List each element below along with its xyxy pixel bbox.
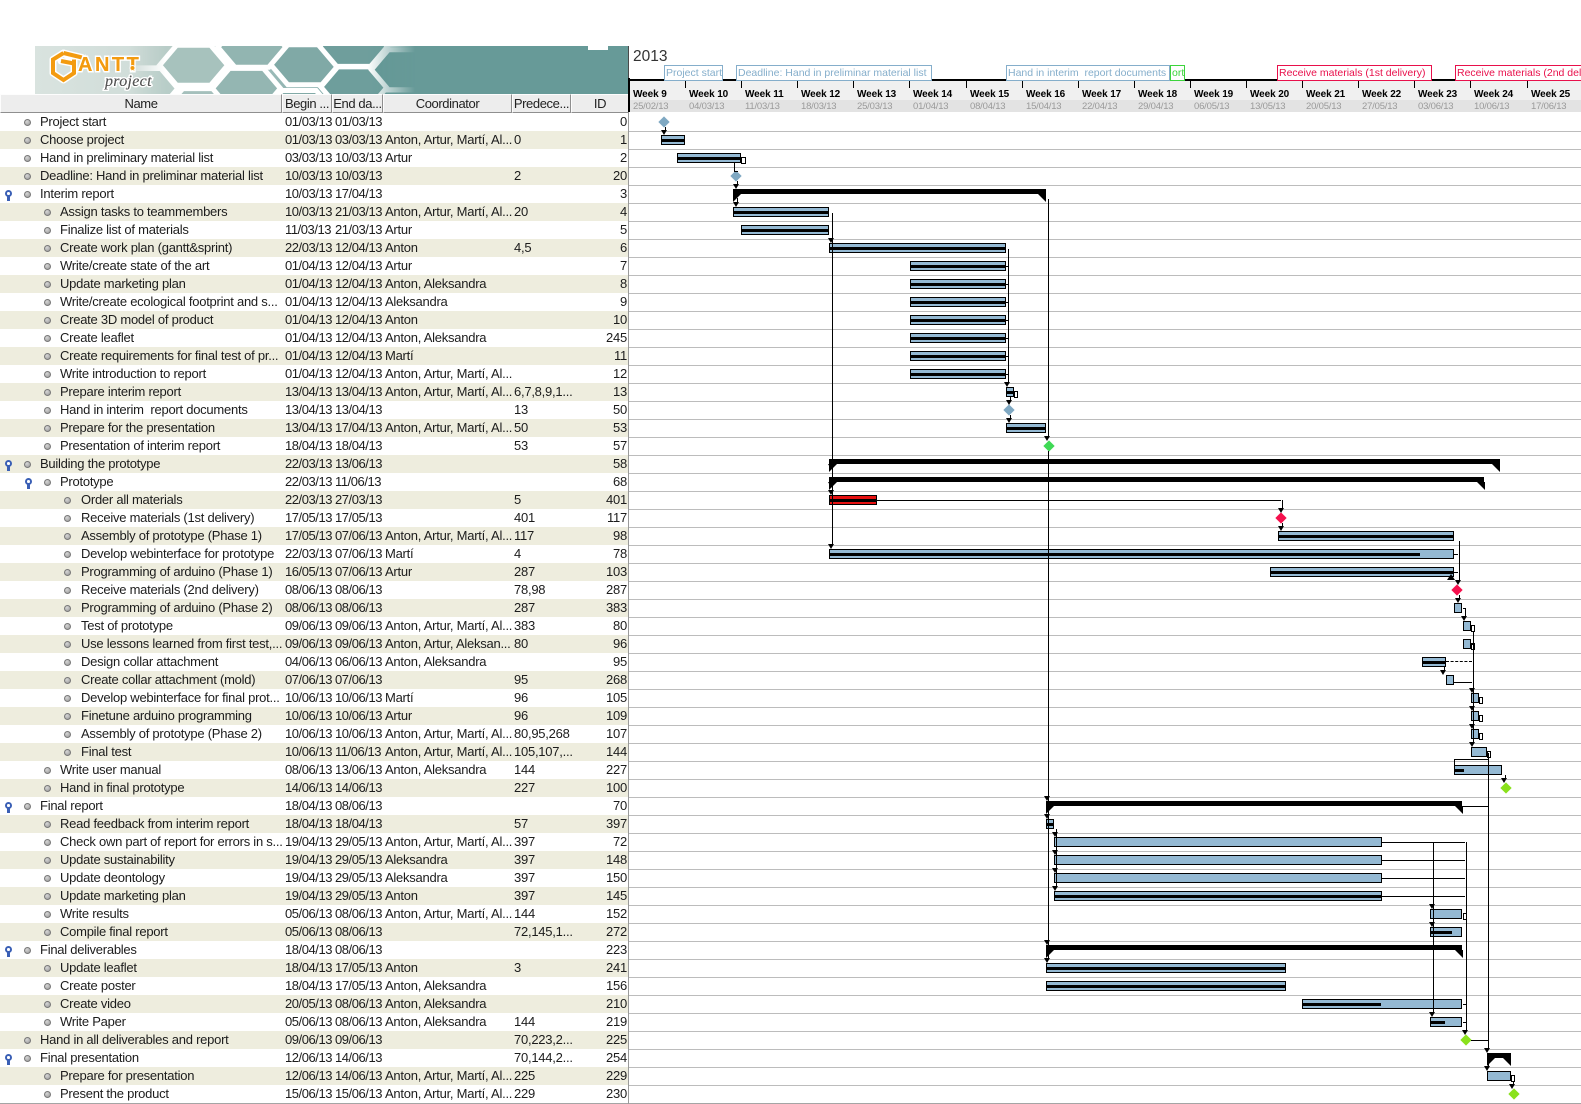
svg-text:ANTT: ANTT bbox=[78, 54, 141, 76]
svg-text:project: project bbox=[104, 73, 152, 90]
svg-text:project: project bbox=[104, 73, 152, 90]
svg-text:ANTT: ANTT bbox=[78, 54, 141, 76]
